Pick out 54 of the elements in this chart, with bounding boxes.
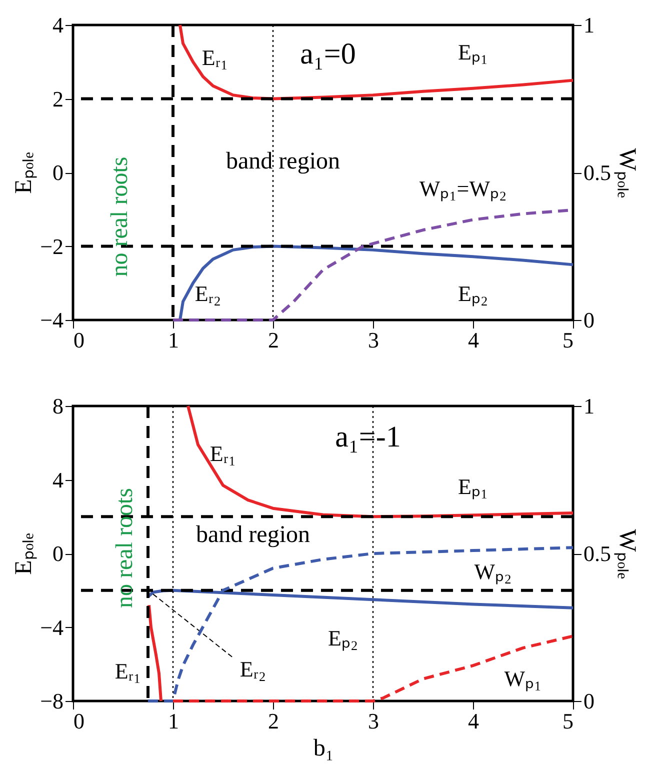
y-tick-label: −4 bbox=[40, 308, 64, 332]
x-tick-label: 5 bbox=[562, 328, 574, 352]
annotation: band region bbox=[196, 522, 310, 548]
x-tick-label: 4 bbox=[468, 328, 479, 352]
annotation: band region bbox=[226, 148, 340, 174]
y-axis-title: Eₚₒₗₑ bbox=[11, 152, 38, 194]
y2-axis-title: Wₚₒₗₑ bbox=[614, 148, 640, 198]
y-tick-label: −8 bbox=[40, 688, 64, 714]
annotation: Eₚ₁ bbox=[458, 40, 488, 66]
chart-title: a₁=0 bbox=[300, 38, 356, 70]
y-tick-label: 0 bbox=[52, 160, 64, 185]
y-tick-label: 2 bbox=[52, 86, 64, 112]
series-label: Eₚ₂ bbox=[328, 625, 358, 652]
line-series bbox=[148, 604, 162, 702]
x-tick-label: 3 bbox=[368, 328, 379, 352]
y2-tick-label: 1 bbox=[584, 12, 594, 38]
x-tick-label: 5 bbox=[562, 708, 574, 734]
y2-tick-label: 0.5 bbox=[584, 541, 611, 566]
x-tick-label: 2 bbox=[268, 708, 279, 734]
x-tick-label: 0 bbox=[74, 708, 84, 734]
annotation: no real roots bbox=[107, 156, 133, 277]
series-label: Eᵣ₁ bbox=[202, 45, 228, 70]
x-tick-label: 2 bbox=[268, 328, 279, 352]
y-tick-label: 0 bbox=[52, 541, 64, 566]
series-label: Wₚ₂ bbox=[474, 558, 512, 585]
annotation: Eᵣ₂ bbox=[240, 656, 266, 682]
series-label: Eᵣ₂ bbox=[194, 281, 222, 306]
y2-axis-title: Wₚₒₗₑ bbox=[614, 529, 640, 579]
series-label: Wₚ₁ bbox=[504, 666, 542, 692]
x-tick-label: 4 bbox=[468, 708, 479, 734]
line-series bbox=[146, 546, 574, 702]
y-tick-label: 4 bbox=[52, 467, 64, 492]
y2-tick-label: 0 bbox=[584, 308, 594, 332]
series-label: Wₚ₁=Wₚ₂ bbox=[419, 176, 507, 202]
x-tick-label: 0 bbox=[74, 328, 84, 352]
y-tick-label: −4 bbox=[40, 614, 64, 640]
x-tick-label: 3 bbox=[368, 708, 379, 734]
y2-tick-label: 0.5 bbox=[584, 160, 611, 185]
text: a₁=-1 bbox=[335, 420, 401, 454]
series-label: Eᵣ₁ bbox=[114, 658, 142, 684]
y-tick-label: 4 bbox=[52, 12, 64, 38]
y-tick-label: 8 bbox=[52, 394, 64, 418]
y2-tick-label: 0 bbox=[584, 688, 594, 714]
x-axis-title: b₁ bbox=[313, 736, 334, 762]
y-axis-title: Eₚₒₗₑ bbox=[11, 533, 38, 575]
y2-tick-label: 1 bbox=[584, 394, 594, 418]
x-tick-label: 1 bbox=[168, 328, 179, 352]
line-series bbox=[178, 24, 574, 100]
annotation: Eₚ₂ bbox=[458, 281, 488, 308]
annotation: no real roots bbox=[112, 488, 138, 608]
y-tick-label: −2 bbox=[40, 234, 64, 259]
series-label: Eᵣ₁ bbox=[210, 440, 236, 466]
annotation: Eₚ₁ bbox=[458, 474, 488, 500]
x-tick-label: 1 bbox=[168, 708, 179, 734]
